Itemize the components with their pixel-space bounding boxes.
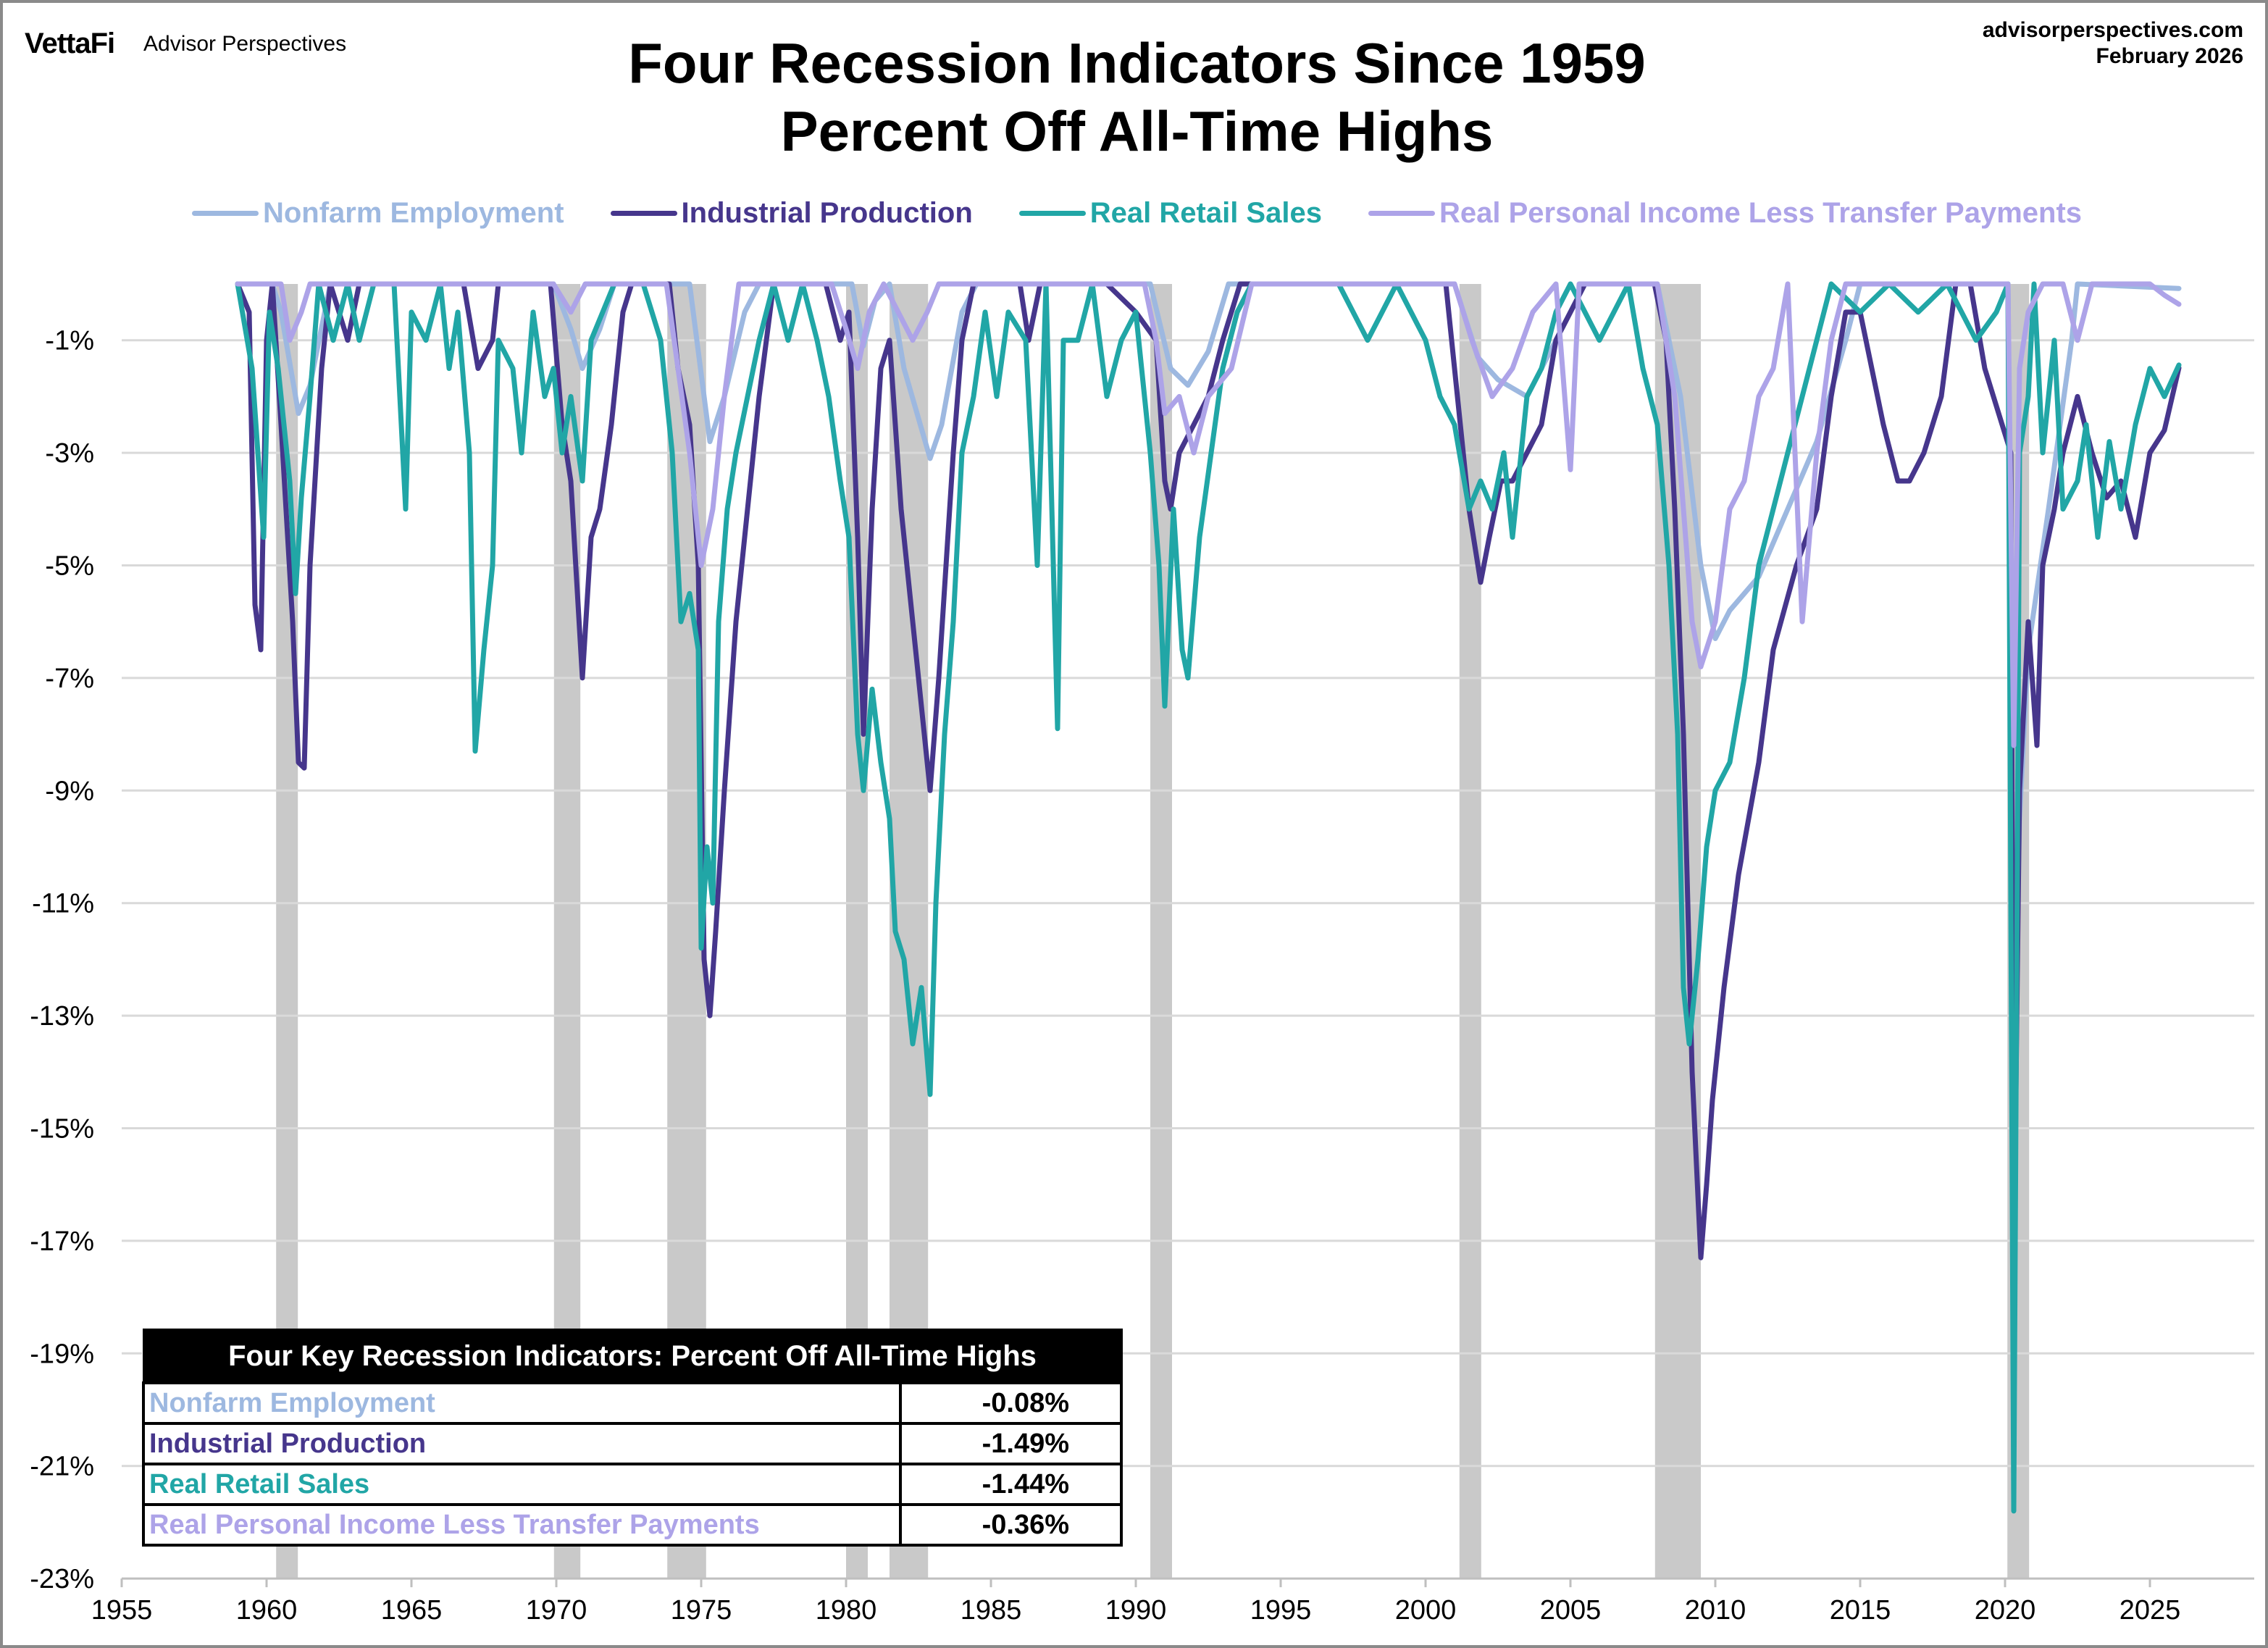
series-line-real-retail-sales	[235, 281, 2182, 1514]
x-tick-label: 1985	[961, 1595, 1022, 1626]
y-tick-label: -1%	[45, 326, 94, 356]
row-value: -0.08%	[899, 1381, 1123, 1425]
legend-label: Industrial Production	[681, 197, 973, 229]
legend-label: Real Personal Income Less Transfer Payme…	[1439, 197, 2083, 229]
row-value: -1.44%	[899, 1463, 1123, 1506]
x-tick-label: 2005	[1540, 1595, 1602, 1626]
x-tick-label: 1955	[91, 1595, 153, 1626]
chart-subtitle: Percent Off All-Time Highs	[780, 99, 1494, 163]
legend-swatch	[1018, 211, 1086, 216]
y-tick-label: -15%	[30, 1114, 94, 1145]
legend-label: Real Retail Sales	[1089, 197, 1322, 229]
row-label: Industrial Production	[142, 1422, 902, 1465]
x-tick-label: 2010	[1685, 1595, 1746, 1626]
x-tick-label: 2025	[2120, 1595, 2181, 1626]
x-tick-label: 1990	[1105, 1595, 1167, 1626]
table-row: Real Personal Income Less Transfer Payme…	[142, 1503, 1123, 1547]
x-tick-label: 2000	[1395, 1595, 1457, 1626]
row-label: Real Retail Sales	[142, 1463, 902, 1506]
x-tick-label: 2015	[1830, 1595, 1891, 1626]
legend-swatch	[191, 211, 259, 216]
row-label: Nonfarm Employment	[142, 1381, 902, 1425]
x-tick-label: 1965	[381, 1595, 443, 1626]
y-tick-label: -5%	[45, 551, 94, 582]
axes: -1% -3% -5% -7% -9% -11% -13% -15% -17% -19% -21% -…	[30, 326, 2254, 1626]
summary-table: Four Key Recession Indicators: Percent O…	[142, 1329, 1123, 1547]
y-tick-label: -11%	[32, 889, 94, 919]
table-row: Real Retail Sales -1.44%	[142, 1463, 1123, 1506]
y-tick-label: -3%	[45, 438, 94, 469]
legend-label: Nonfarm Employment	[262, 197, 564, 229]
table-title: Four Key Recession Indicators: Percent O…	[143, 1329, 1121, 1383]
legend-swatch	[1368, 211, 1435, 216]
vettafi-logo: VettaFi	[25, 28, 115, 59]
legend-item-industrial: Industrial Production	[610, 197, 973, 230]
table-row: Nonfarm Employment -0.08%	[142, 1381, 1123, 1425]
site-url: advisorperspectives.com	[1982, 18, 2243, 42]
legend: Nonfarm Employment Industrial Production…	[3, 197, 2265, 230]
y-tick-label: -19%	[30, 1339, 94, 1369]
x-tick-label: 1970	[526, 1595, 587, 1626]
chart-title: Four Recession Indicators Since 1959	[628, 31, 1646, 95]
gridlines	[122, 339, 2254, 1468]
brand-name: Advisor Perspectives	[143, 32, 347, 56]
row-label: Real Personal Income Less Transfer Payme…	[142, 1503, 902, 1547]
y-tick-label: -7%	[45, 664, 94, 694]
legend-item-nonfarm: Nonfarm Employment	[191, 197, 564, 230]
chart-title-block: Four Recession Indicators Since 1959 Per…	[3, 29, 2265, 165]
series-lines	[235, 281, 2182, 1514]
series-line-real-personal-income-less-transfer-payments	[235, 281, 2182, 748]
y-tick-label: -21%	[30, 1452, 94, 1482]
y-tick-label: -13%	[30, 1001, 94, 1032]
y-tick-label: -17%	[30, 1226, 94, 1257]
row-value: -0.36%	[899, 1503, 1123, 1547]
publish-date: February 2026	[2096, 44, 2243, 68]
legend-item-retail: Real Retail Sales	[1018, 197, 1322, 230]
x-tick-label: 1960	[236, 1595, 298, 1626]
site-info: advisorperspectives.com February 2026	[1983, 17, 2243, 70]
x-tick-label: 1995	[1250, 1595, 1312, 1626]
y-tick-label: -9%	[45, 776, 94, 806]
series-line-industrial-production	[235, 281, 2182, 1272]
legend-swatch	[610, 211, 677, 216]
x-tick-label: 2020	[1975, 1595, 2036, 1626]
y-tick-label: -23%	[30, 1564, 94, 1594]
table-row: Industrial Production -1.49%	[142, 1422, 1123, 1465]
legend-item-income: Real Personal Income Less Transfer Payme…	[1368, 197, 2082, 230]
x-tick-label: 1980	[816, 1595, 877, 1626]
row-value: -1.49%	[899, 1422, 1123, 1465]
series-line-nonfarm-employment	[235, 281, 2182, 1097]
x-tick-label: 1975	[671, 1595, 732, 1626]
